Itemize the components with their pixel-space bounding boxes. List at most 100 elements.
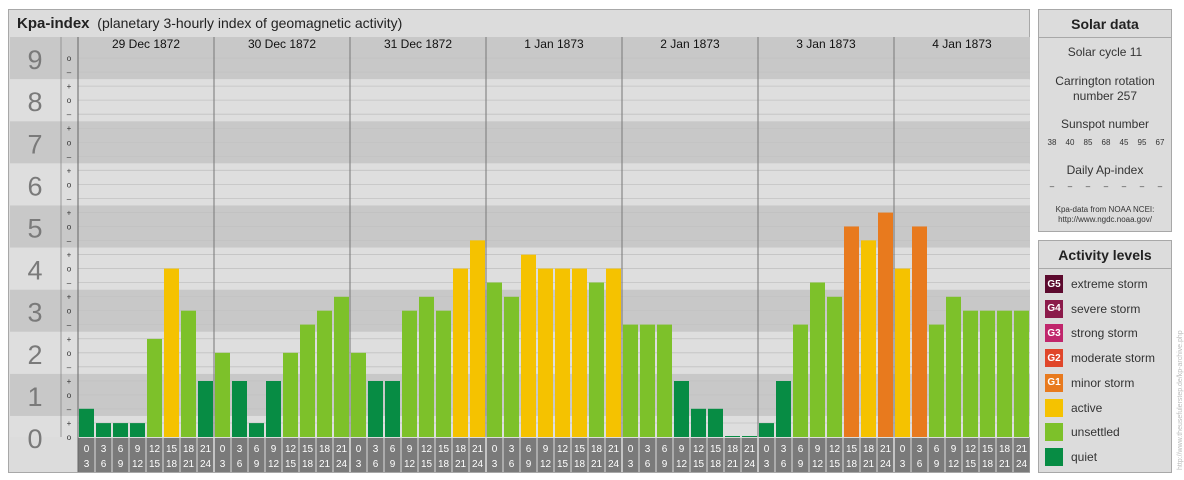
time-start-label: 3 [509, 444, 515, 455]
time-cell [792, 438, 809, 472]
time-cell [860, 438, 877, 472]
y-tick-label-7: 7 [27, 129, 42, 159]
legend-item: G1 minor storm [1045, 373, 1134, 393]
legend-label: strong storm [1071, 326, 1138, 341]
time-end-label: 18 [982, 459, 994, 470]
time-end-label: 3 [900, 459, 906, 470]
time-cell [656, 438, 673, 472]
time-cell [469, 438, 486, 472]
time-cell [809, 438, 826, 472]
time-start-label: 6 [118, 444, 124, 455]
time-cell [520, 438, 537, 472]
y-tick-label-5: 5 [27, 213, 42, 243]
time-end-label: 21 [999, 459, 1011, 470]
sub-tick-label: + [67, 124, 72, 133]
legend-item: G4 severe storm [1045, 299, 1140, 319]
activity-levels-heading: Activity levels [1039, 241, 1171, 269]
ap-value: – [1067, 182, 1073, 191]
legend-label: minor storm [1071, 375, 1135, 390]
kp-bar [334, 296, 349, 437]
carrington-line-1: Carrington rotation [1055, 74, 1155, 88]
time-start-label: 12 [965, 444, 977, 455]
time-start-label: 21 [336, 444, 348, 455]
kp-bar [283, 352, 298, 437]
legend-item: quiet [1045, 447, 1097, 467]
sub-tick-label: o [67, 265, 72, 274]
legend-item: active [1045, 398, 1102, 418]
kp-bar [96, 423, 111, 437]
time-cell [826, 438, 843, 472]
kp-bar [997, 310, 1012, 437]
kp-bar [79, 408, 94, 437]
sub-tick-label: + [67, 335, 72, 344]
time-cell [163, 438, 180, 472]
time-start-label: 3 [101, 444, 107, 455]
legend-label: extreme storm [1071, 277, 1148, 291]
sub-tick-label: + [67, 377, 72, 386]
time-cell [690, 438, 707, 472]
time-start-label: 21 [880, 444, 892, 455]
time-start-label: 9 [407, 444, 413, 455]
time-end-label: 12 [404, 459, 416, 470]
kp-bar [215, 352, 230, 437]
time-end-label: 9 [934, 459, 940, 470]
time-end-label: 18 [302, 459, 314, 470]
time-cell [350, 438, 367, 472]
y-tick-label-3: 3 [27, 298, 42, 328]
time-cell [129, 438, 146, 472]
sunspot-value: 38 [1047, 138, 1057, 147]
kp-bar [487, 282, 502, 437]
kp-bar [691, 408, 706, 437]
ap-value: – [1085, 182, 1091, 191]
day-label: 3 Jan 1873 [796, 37, 856, 51]
legend-swatch: G2 [1045, 349, 1063, 368]
time-end-label: 18 [710, 459, 722, 470]
sub-tick-label: – [67, 152, 72, 161]
day-label: 2 Jan 1873 [660, 37, 720, 51]
kp-bar [606, 268, 621, 437]
kp-bar [657, 324, 672, 437]
time-start-label: 9 [679, 444, 685, 455]
time-end-label: 12 [132, 459, 144, 470]
time-cell [486, 438, 503, 472]
time-cell [979, 438, 996, 472]
day-label: 1 Jan 1873 [524, 37, 584, 51]
legend-label: quiet [1071, 449, 1098, 464]
time-end-label: 24 [744, 459, 756, 470]
time-end-label: 24 [880, 459, 892, 470]
kp-bar [351, 352, 366, 437]
band-0 [10, 415, 1030, 437]
legend-item: G3 strong storm [1045, 323, 1138, 343]
time-start-label: 15 [574, 444, 586, 455]
time-cell [843, 438, 860, 472]
sub-tick-label: o [67, 96, 72, 105]
time-start-label: 9 [135, 444, 141, 455]
kp-bar [164, 268, 179, 437]
kp-bar [878, 212, 893, 437]
time-end-label: 21 [863, 459, 875, 470]
time-end-label: 21 [319, 459, 331, 470]
time-start-label: 0 [84, 444, 90, 455]
time-start-label: 18 [183, 444, 195, 455]
legend-swatch [1045, 398, 1063, 417]
time-cell [758, 438, 775, 472]
time-start-label: 21 [608, 444, 620, 455]
sub-tick-label: + [67, 208, 72, 217]
sub-tick-label: o [67, 54, 72, 63]
ap-label: Daily Ap-index [1066, 163, 1144, 177]
time-end-label: 6 [373, 459, 379, 470]
sub-tick-label: o [67, 138, 72, 147]
time-cell [911, 438, 928, 472]
kp-bar [742, 436, 757, 437]
sunspot-value: 45 [1119, 138, 1129, 147]
time-start-label: 6 [662, 444, 668, 455]
time-cell [894, 438, 911, 472]
kp-bar [980, 310, 995, 437]
sub-tick-label: o [67, 307, 72, 316]
time-cell [877, 438, 894, 472]
sunspot-value: 40 [1065, 138, 1075, 147]
carrington-line-2: number 257 [1072, 89, 1138, 103]
time-end-label: 21 [183, 459, 195, 470]
ap-value: – [1121, 182, 1127, 191]
time-end-label: 3 [628, 459, 634, 470]
